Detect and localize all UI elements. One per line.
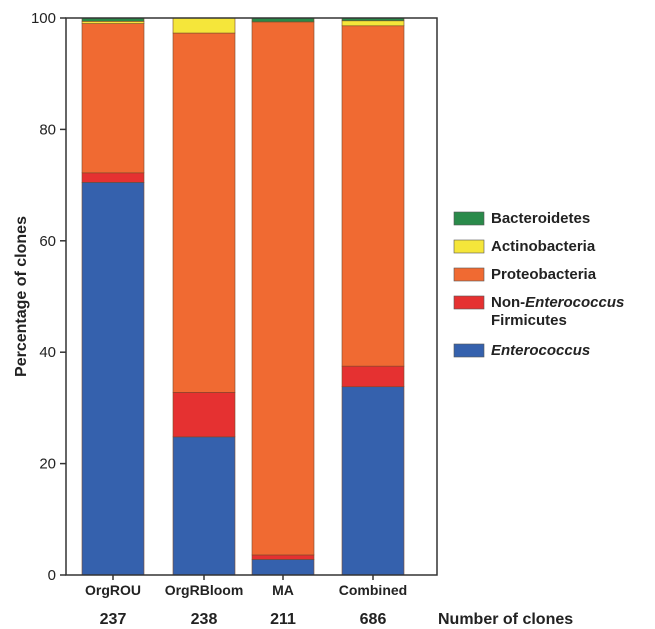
legend-swatch <box>453 211 485 226</box>
legend-label: Non-Enterococcus <box>491 294 624 311</box>
legend-swatch <box>453 267 485 282</box>
legend-item: Actinobacteria <box>453 238 596 255</box>
legend-swatch <box>453 295 485 310</box>
legend-item: Proteobacteria <box>453 266 597 283</box>
bar-group-orgrou <box>81 17 145 576</box>
legend: Bacteroidetes Actinobacteria Proteobacteri… <box>453 210 624 359</box>
bar-segment <box>81 21 145 24</box>
bar-segment <box>341 365 405 388</box>
x-tick-label: MA <box>272 582 294 598</box>
bars-layer <box>81 17 405 576</box>
bar-segment <box>251 21 315 556</box>
bar-segment <box>172 392 236 438</box>
bar-segment <box>81 23 145 174</box>
bar-segment <box>172 17 236 34</box>
legend-label: Bacteroidetes <box>491 210 590 227</box>
y-axis-title: Percentage of clones <box>13 216 30 377</box>
x-axis: OrgROU 237 OrgRBloom 238 MA 211 Combined 686 <box>85 575 407 628</box>
clone-count: 211 <box>270 611 296 628</box>
counts-axis-title: Number of clones <box>438 611 573 628</box>
y-tick-label: 100 <box>31 10 56 27</box>
clone-count: 237 <box>100 611 127 628</box>
clone-count: 686 <box>360 611 387 628</box>
legend-swatch <box>453 239 485 254</box>
legend-item: Enterococcus <box>453 342 590 359</box>
x-tick-label: OrgROU <box>85 582 141 598</box>
legend-item: Bacteroidetes <box>453 210 590 227</box>
bar-segment <box>172 436 236 576</box>
bar-segment <box>341 20 405 27</box>
y-tick-label: 20 <box>39 456 56 473</box>
bar-segment <box>81 182 145 576</box>
bar-segment <box>251 559 315 576</box>
bar-segment <box>81 172 145 183</box>
legend-swatch <box>453 343 485 358</box>
legend-label-line2: Firmicutes <box>491 312 567 329</box>
bar-segment <box>341 386 405 576</box>
x-tick-label: OrgRBloom <box>165 582 244 598</box>
bar-segment <box>341 25 405 367</box>
legend-label: Proteobacteria <box>491 266 597 283</box>
bar-group-combined <box>341 17 405 576</box>
bar-segment <box>172 32 236 393</box>
y-tick-label: 80 <box>39 121 56 138</box>
bar-group-orgrbloom <box>172 17 236 576</box>
plot-frame <box>65 17 438 576</box>
clone-count: 238 <box>191 611 218 628</box>
bar-group-ma <box>251 17 315 576</box>
legend-label: Enterococcus <box>491 342 590 359</box>
y-axis: 0 20 40 60 80 100 <box>31 10 66 584</box>
x-tick-label: Combined <box>339 582 407 598</box>
bar-segment <box>251 554 315 560</box>
legend-label: Actinobacteria <box>491 238 596 255</box>
y-tick-label: 0 <box>48 567 56 584</box>
y-tick-label: 40 <box>39 344 56 361</box>
y-tick-label: 60 <box>39 233 56 250</box>
